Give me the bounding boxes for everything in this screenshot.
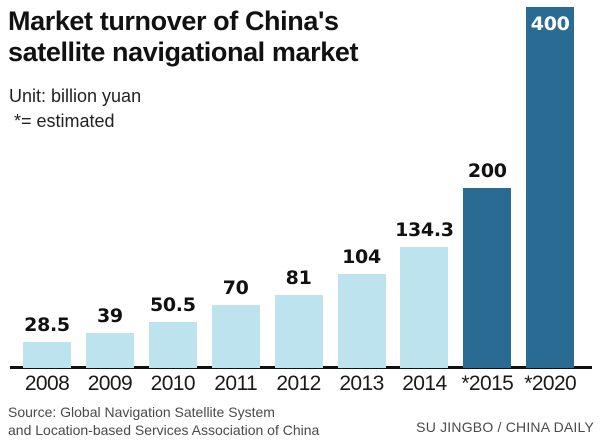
bar-value-label: 400 [530,13,570,35]
bar-2010 [148,322,197,368]
x-axis-labels: 2008 2009 2010 2011 2012 2013 2014 *2015 *2020 [0,372,600,398]
x-axis-label: 2009 [87,372,133,395]
bar-chart-plot: 28.5 39 50.5 70 81 104 134.3 200 400 [10,7,592,369]
x-axis-label: 2012 [276,372,321,395]
bar-value-label: 28.5 [24,314,70,337]
byline-credit: SU JINGBO / CHINA DAILY [416,419,594,435]
source-attribution: Source: Global Navigation Satellite Syst… [8,404,319,439]
bar-2013 [337,274,386,368]
x-axis-label: *2020 [524,372,577,395]
bar-value-label: 39 [96,304,123,327]
estimated-note: *= estimated [14,111,115,131]
bar-value-label: 81 [285,266,312,289]
x-axis-label: 2008 [24,372,70,395]
x-axis-label: 2014 [402,372,447,395]
source-line1: Source: Global Navigation Satellite Syst… [8,404,275,420]
page-title: Market turnover of China's satellite nav… [8,6,358,68]
bar-2014 [400,246,449,368]
source-line2: and Location-based Services Association … [8,421,320,438]
bar-2011 [211,304,260,368]
bar-value-label: 70 [222,276,249,299]
x-axis-label: 2011 [214,372,258,395]
unit-note: Unit: billion yuan [9,86,142,106]
bar-value-label: 104 [342,246,381,269]
x-axis-label: 2010 [150,372,196,395]
bar-value-label: 200 [467,159,507,182]
x-axis-label: *2015 [461,372,514,395]
bar-value-label: 50.5 [149,294,196,317]
bar-2012 [274,294,323,368]
x-axis-label: 2013 [339,372,384,395]
page-title-line2: satellite navigational market [8,37,359,67]
bar-2009 [85,332,134,368]
bar-2008 [23,342,71,368]
bar-2020 [526,7,575,368]
page-title-line1: Market turnover of China's [8,6,339,36]
bar-2015 [463,187,512,368]
bar-value-label: 134.3 [395,218,454,241]
